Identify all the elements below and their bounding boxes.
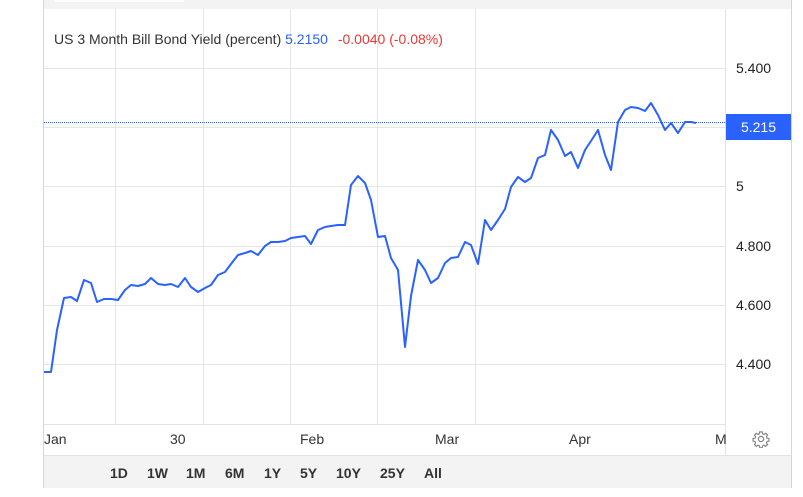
chart-legend-title: US 3 Month Bill Bond Yield (percent) 5.2… [54,31,443,47]
price-axis-border [725,9,726,455]
y-tick-label: 4.400 [736,356,772,372]
range-selector-bar: 1D 1W 1M 6M 1Y 5Y 10Y 25Y All [44,455,791,488]
range-button-5y[interactable]: 5Y [300,465,318,481]
current-price-tag: 5.215 [726,114,791,140]
range-button-1d[interactable]: 1D [110,465,128,481]
range-button-6m[interactable]: 6M [225,465,245,481]
change-value: -0.0040 (-0.08%) [337,31,443,47]
x-tick-label: Feb [300,431,325,447]
y-tick-label: 5.400 [736,60,772,76]
grid-lines [44,9,725,424]
yield-line [44,102,697,373]
instrument-name: US 3 Month Bill Bond Yield (percent) [54,31,282,47]
top-toolbar-strip [43,0,792,9]
current-value: 5.2150 [285,31,328,47]
range-button-10y[interactable]: 10Y [336,465,361,481]
range-button-all[interactable]: All [424,465,442,481]
range-button-1y[interactable]: 1Y [264,465,282,481]
x-tick-label: Jan [44,431,67,447]
time-axis-border [44,424,726,425]
x-tick-label: 30 [170,431,186,447]
y-tick-label: 5 [736,178,744,194]
y-tick-label: 4.800 [736,238,772,254]
range-button-1m[interactable]: 1M [186,465,206,481]
x-tick-label: Mar [435,431,460,447]
y-tick-label: 4.600 [736,297,772,313]
x-tick-label: Apr [569,431,591,447]
range-button-25y[interactable]: 25Y [380,465,405,481]
gear-icon[interactable] [752,430,770,448]
range-button-1w[interactable]: 1W [147,465,168,481]
x-tick-label: Ma [715,431,726,447]
